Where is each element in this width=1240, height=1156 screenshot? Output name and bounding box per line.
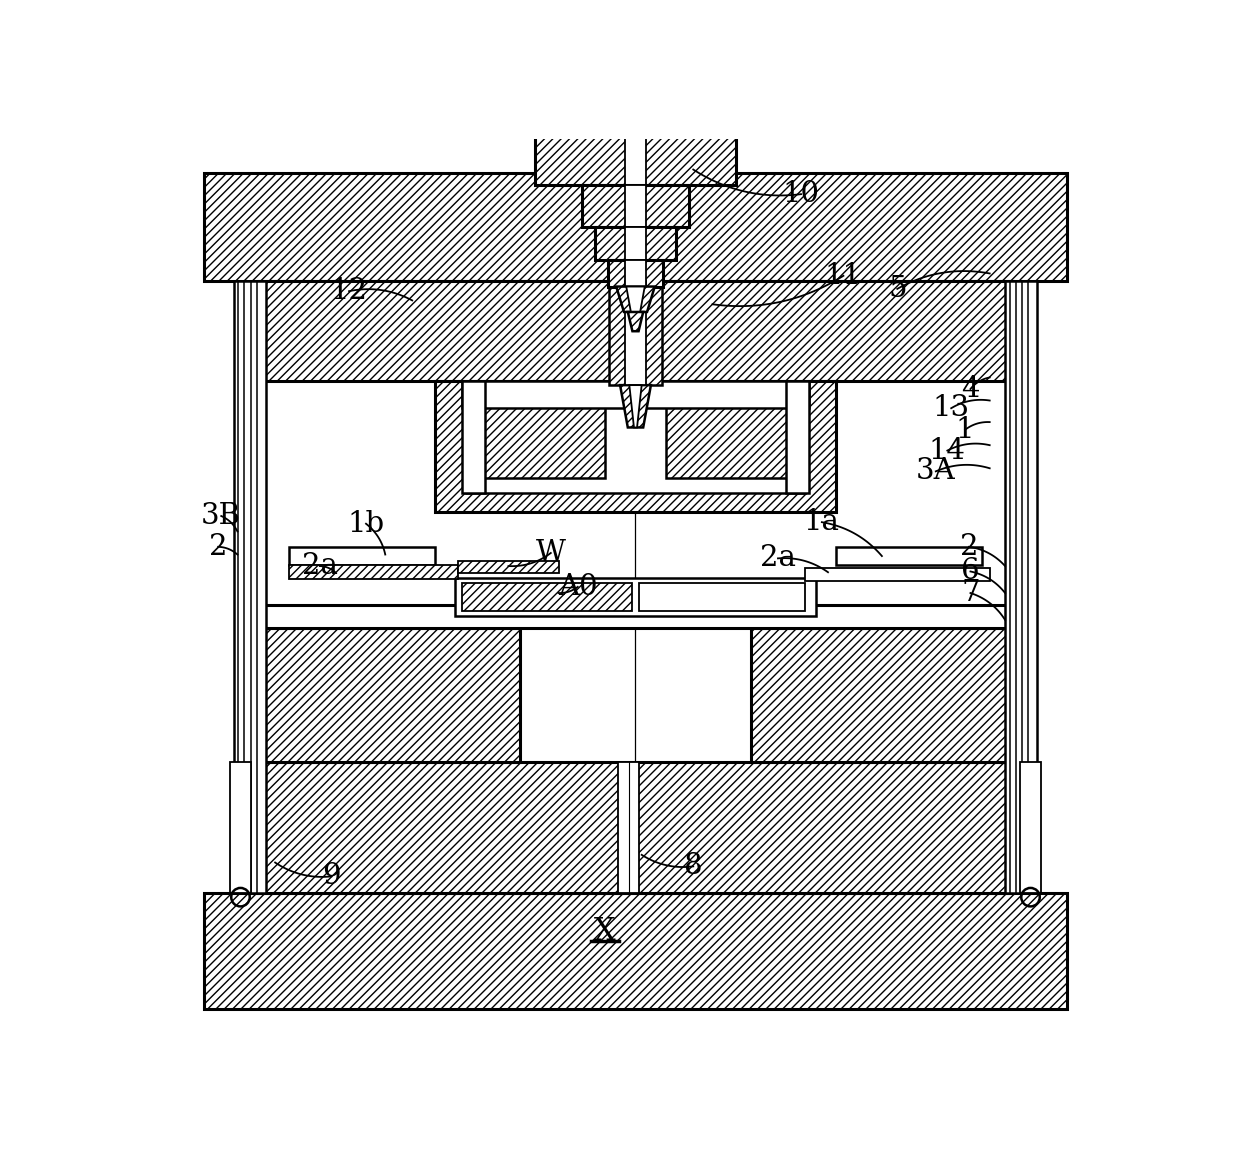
- Bar: [609, 281, 662, 385]
- Text: 1b: 1b: [347, 510, 384, 538]
- Bar: [459, 561, 558, 573]
- Text: 2a: 2a: [760, 544, 796, 572]
- Bar: [231, 763, 250, 894]
- Bar: [625, 20, 646, 185]
- Bar: [477, 400, 605, 477]
- Text: 2: 2: [960, 533, 978, 561]
- Text: 1: 1: [956, 416, 975, 444]
- Bar: [786, 381, 808, 492]
- Text: 3B: 3B: [201, 502, 242, 529]
- Bar: [1006, 281, 1038, 894]
- Polygon shape: [630, 385, 641, 428]
- Polygon shape: [620, 385, 651, 428]
- Bar: [205, 894, 1066, 1009]
- Bar: [455, 578, 816, 616]
- Bar: [1021, 763, 1040, 894]
- Bar: [289, 565, 459, 579]
- Text: 4: 4: [961, 375, 980, 403]
- Bar: [258, 605, 1013, 628]
- Bar: [205, 173, 1066, 281]
- Polygon shape: [627, 312, 644, 332]
- Text: W: W: [536, 539, 565, 566]
- Text: 3A: 3A: [916, 458, 956, 486]
- Bar: [666, 400, 794, 477]
- Bar: [233, 281, 265, 894]
- Bar: [435, 381, 836, 512]
- Text: 14: 14: [929, 437, 966, 465]
- Text: 7: 7: [961, 579, 980, 607]
- Text: X: X: [594, 917, 615, 947]
- Text: 12: 12: [331, 277, 367, 305]
- Bar: [625, 260, 646, 287]
- Bar: [463, 583, 631, 610]
- Bar: [805, 568, 990, 580]
- Text: 8: 8: [684, 852, 703, 881]
- Bar: [625, 185, 646, 228]
- Text: 5: 5: [888, 275, 906, 303]
- Bar: [625, 281, 646, 385]
- Bar: [625, 228, 646, 260]
- Bar: [463, 381, 485, 492]
- Bar: [536, 20, 735, 185]
- Text: 13: 13: [932, 394, 970, 422]
- Bar: [608, 260, 663, 287]
- Polygon shape: [616, 287, 655, 312]
- Bar: [640, 583, 805, 610]
- Text: 2a: 2a: [301, 553, 337, 580]
- Bar: [466, 393, 805, 492]
- Text: 1a: 1a: [804, 509, 839, 536]
- Bar: [836, 547, 982, 565]
- Bar: [258, 281, 1013, 381]
- Bar: [582, 185, 689, 228]
- Polygon shape: [626, 287, 645, 312]
- Text: A0: A0: [558, 573, 598, 601]
- Bar: [289, 547, 435, 565]
- Text: 10: 10: [782, 180, 820, 208]
- Text: 11: 11: [825, 261, 862, 290]
- Bar: [258, 763, 1013, 894]
- Bar: [618, 763, 640, 894]
- Text: 6: 6: [961, 557, 980, 585]
- Bar: [751, 628, 1013, 763]
- Bar: [595, 228, 676, 260]
- Bar: [258, 628, 520, 763]
- Text: 2: 2: [208, 533, 227, 561]
- Bar: [463, 381, 808, 408]
- Text: 9: 9: [322, 862, 341, 890]
